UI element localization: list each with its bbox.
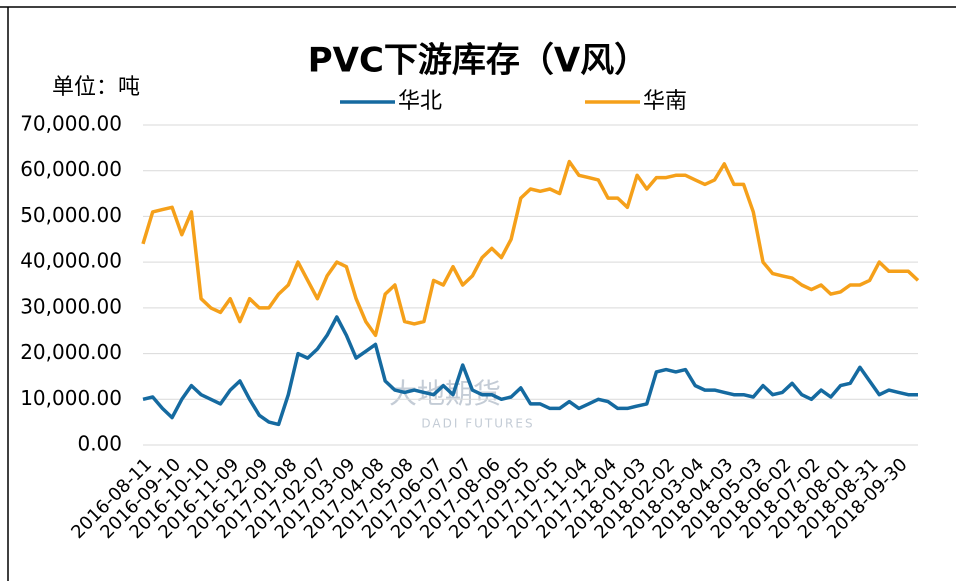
- y-tick-label: 40,000.00: [20, 249, 122, 273]
- series-line: [141, 159, 920, 338]
- series-line: [142, 315, 918, 427]
- y-tick-label: 20,000.00: [20, 340, 122, 364]
- y-tick-label: 60,000.00: [20, 157, 122, 181]
- y-tick-label: 10,000.00: [20, 386, 122, 410]
- y-tick-label: 70,000.00: [20, 112, 122, 136]
- y-tick-label: 50,000.00: [20, 203, 122, 227]
- y-tick-label: 0.00: [77, 432, 122, 456]
- chart-title: PVC下游库存（V风）: [308, 41, 649, 81]
- watermark: DADI FUTURES: [421, 417, 534, 431]
- legend-label: 华南: [643, 89, 687, 114]
- y-tick-label: 30,000.00: [20, 294, 122, 318]
- legend-label: 华北: [398, 89, 442, 114]
- unit-label: 单位：吨: [52, 75, 140, 100]
